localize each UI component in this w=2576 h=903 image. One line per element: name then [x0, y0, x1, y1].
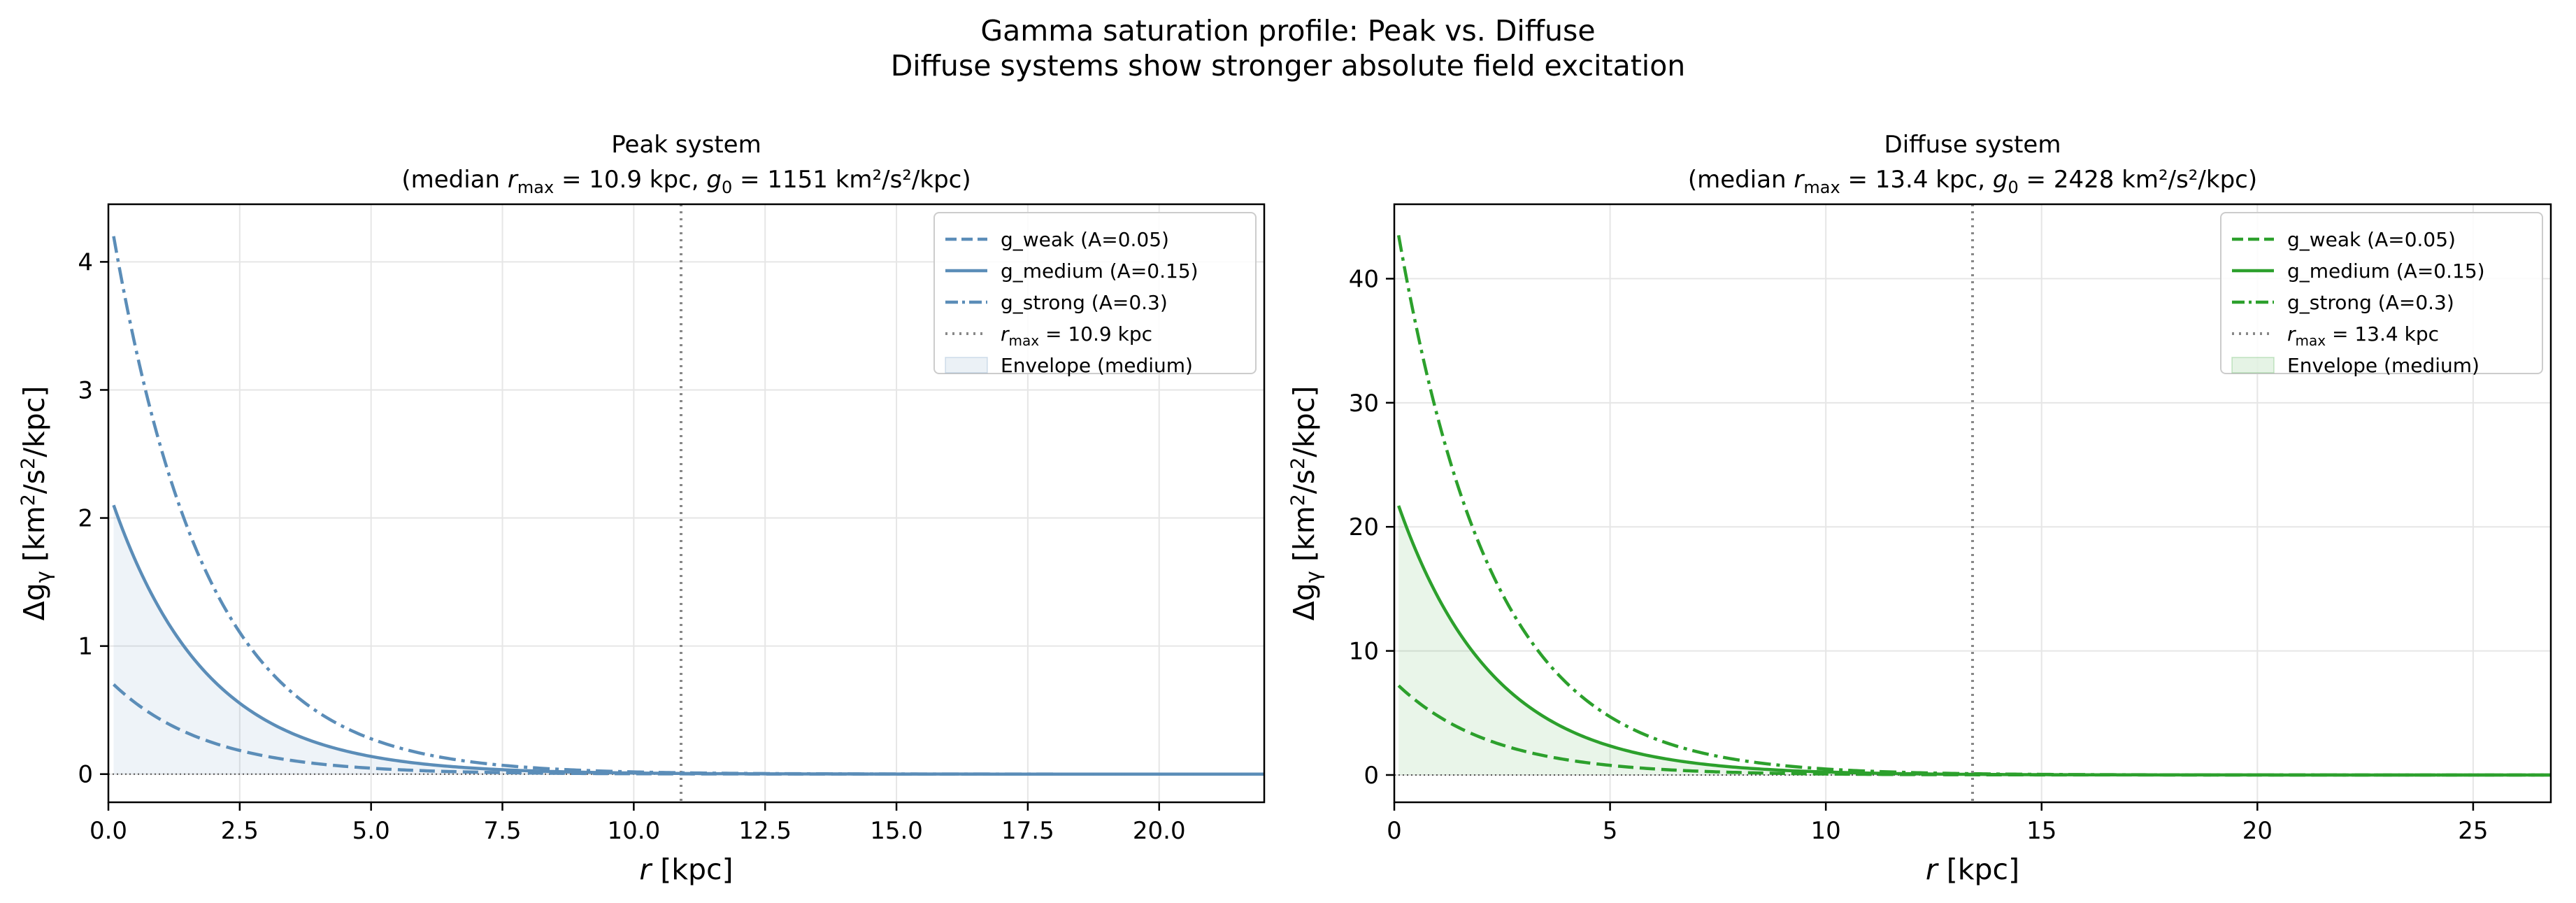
x-tick-label: 17.5	[1001, 817, 1054, 845]
legend-entry: g_weak (A=0.05)	[1001, 228, 1169, 251]
x-tick-label: 0	[1387, 817, 1402, 845]
axes-frame	[1393, 203, 2552, 804]
legend: g_weak (A=0.05) g_medium (A=0.15) g_strong…	[933, 212, 1257, 377]
legend-handle-envelope	[2231, 357, 2275, 374]
x-tick-label: 20	[2242, 817, 2273, 845]
legend-entry: g_weak (A=0.05)	[2287, 228, 2456, 251]
series-line-g-strong	[112, 236, 1264, 776]
legend-entry: g_medium (A=0.15)	[1001, 259, 1198, 283]
y-tick-label: 2	[78, 505, 93, 533]
legend-entry-envelope: Envelope (medium)	[1001, 354, 1193, 377]
y-tick-label: 30	[1349, 390, 1379, 418]
x-tick-label: 2.5	[221, 817, 259, 845]
plot-area	[108, 204, 1264, 802]
x-tick-label: 25	[2458, 817, 2488, 845]
y-axis-label: Δgγ [km2/s2/kpc]	[17, 386, 55, 621]
legend-entry: g_strong (A=0.3)	[2287, 291, 2454, 314]
legend-box	[2220, 212, 2543, 374]
x-tick-label: 20.0	[1133, 817, 1186, 845]
x-tick-label: 15.0	[870, 817, 923, 845]
panel-title: Peak system	[611, 131, 761, 159]
axes-frame	[107, 203, 1266, 804]
envelope-medium-fill	[1398, 506, 2551, 775]
x-tick-label: 10.0	[608, 817, 661, 845]
x-tick-label: 10	[1811, 817, 1841, 845]
y-tick-label: 20	[1349, 513, 1379, 541]
y-tick-label: 4	[78, 248, 93, 276]
figure-title-line1: Gamma saturation profile: Peak vs. Diffu…	[980, 14, 1595, 48]
legend-entry-envelope: Envelope (medium)	[2287, 354, 2480, 377]
envelope-medium-fill	[113, 505, 1264, 774]
panel-peak-system: 0.0 2.5 5.0 7.5 10.0 12.5 15.0 17.5 20.0 0 1 2 3 4 Pea…	[17, 131, 1266, 886]
plot-area	[1394, 204, 2551, 802]
x-axis-label: r [kpc]	[639, 853, 733, 886]
y-tick-label: 3	[78, 376, 93, 404]
series-line-g-strong	[1396, 234, 2551, 777]
legend-entry-rmax: rmax = 13.4 kpc	[2287, 322, 2439, 349]
y-axis-label: Δgγ [km2/s2/kpc]	[1287, 386, 1325, 621]
x-tick-label: 7.5	[483, 817, 521, 845]
x-axis-label: r [kpc]	[1926, 853, 2019, 886]
x-tick-label: 0.0	[90, 817, 127, 845]
panel-diffuse-system: 0 5 10 15 20 25 0 10 20 30 40 Diffuse system (median…	[1287, 131, 2552, 886]
y-tick-label: 0	[78, 761, 93, 789]
x-tick-label: 5	[1603, 817, 1618, 845]
legend-entry: g_strong (A=0.3)	[1001, 291, 1168, 314]
y-tick-label: 40	[1349, 265, 1379, 293]
x-tick-label: 15	[2026, 817, 2056, 845]
y-tick-label: 1	[78, 633, 93, 661]
legend-box	[933, 212, 1257, 374]
legend: g_weak (A=0.05) g_medium (A=0.15) g_strong…	[2220, 212, 2543, 377]
y-tick-label: 0	[1364, 762, 1379, 790]
panel-subtitle: (median rmax = 13.4 kpc, g0 = 2428 km²/s…	[1688, 166, 2257, 197]
legend-entry: g_medium (A=0.15)	[2287, 259, 2485, 283]
x-tick-label: 5.0	[352, 817, 390, 845]
legend-entry-rmax: rmax = 10.9 kpc	[1001, 322, 1152, 349]
figure-title-line2: Diffuse systems show stronger absolute f…	[891, 49, 1686, 83]
panel-subtitle: (median rmax = 10.9 kpc, g0 = 1151 km²/s…	[401, 166, 971, 197]
x-tick-label: 12.5	[738, 817, 792, 845]
panel-title: Diffuse system	[1884, 131, 2061, 159]
y-tick-label: 10	[1349, 638, 1379, 666]
legend-handle-envelope	[945, 357, 988, 374]
